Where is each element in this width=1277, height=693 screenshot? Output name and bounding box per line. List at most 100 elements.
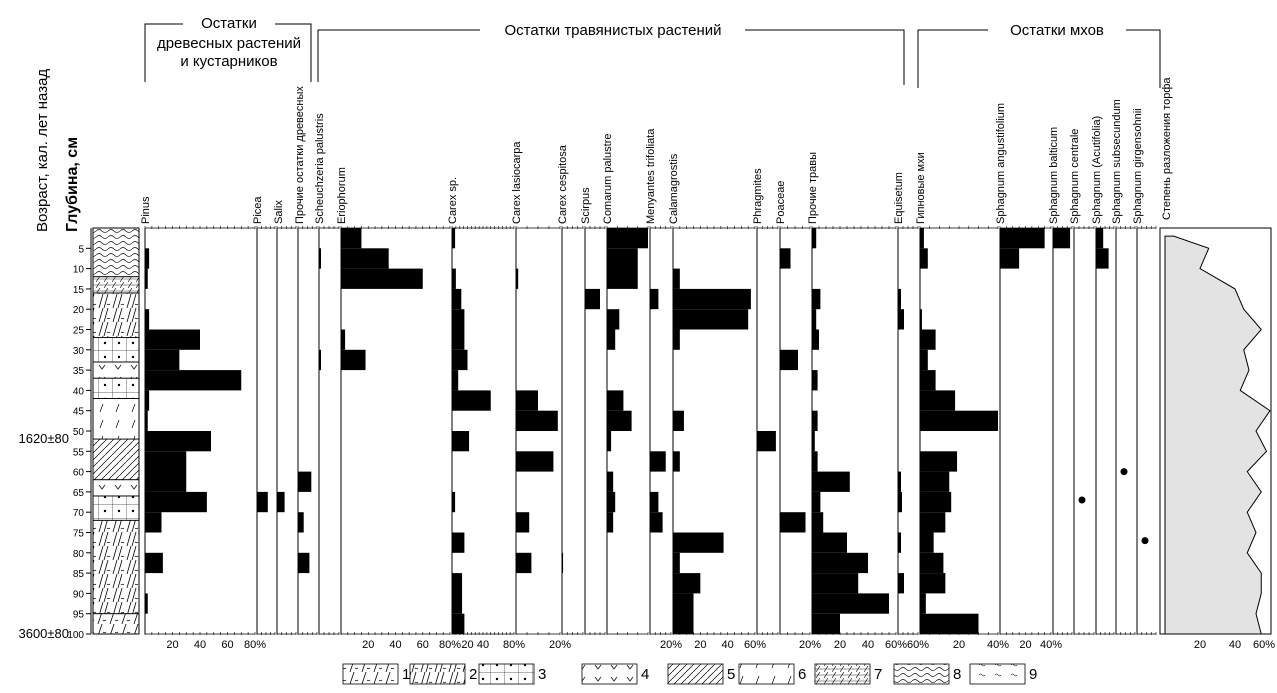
- panel-tick-label-max: 60%: [744, 639, 766, 651]
- series-label: Sphagnum (Acutifolia): [1091, 116, 1103, 224]
- bar: [1000, 228, 1045, 249]
- bar: [673, 288, 751, 310]
- panel-sphagnum-centrale: Sphagnum centrale: [1069, 129, 1095, 635]
- bar: [452, 288, 462, 310]
- lithology-layer: [92, 292, 140, 339]
- panel-tick-label: 20: [834, 639, 846, 651]
- panel-tick-label-max: 20%: [549, 639, 571, 651]
- bar: [452, 573, 463, 614]
- bar: [319, 349, 321, 371]
- depth-tick-label: 80: [73, 549, 85, 560]
- panel-tick-label-max: 20%: [799, 639, 821, 651]
- legend-label: 5: [727, 666, 735, 683]
- bar: [145, 349, 180, 371]
- panel-poaceae: 20% Poaceae: [775, 181, 821, 651]
- bar: [650, 491, 659, 513]
- bar: [673, 309, 749, 330]
- bar: [673, 552, 680, 574]
- bar: [673, 573, 701, 594]
- bar: [452, 268, 456, 289]
- bar: [516, 512, 530, 533]
- lithology-column: [92, 227, 140, 635]
- series-label: Carex sp.: [447, 177, 459, 224]
- bar: [812, 491, 821, 513]
- lithology-layer: [92, 377, 140, 399]
- series-label: Scheuchzeria palustris: [314, 113, 326, 224]
- depth-tick-label: 100: [67, 630, 84, 641]
- series-label: Eriophorum: [336, 167, 348, 224]
- panel-tick-label: 40: [477, 639, 489, 651]
- bar: [780, 512, 806, 533]
- bar: [898, 573, 904, 594]
- bar: [920, 613, 979, 634]
- legend-swatch: [409, 663, 466, 685]
- depth-tick-label: 85: [73, 569, 85, 580]
- bar: [607, 512, 614, 533]
- bar: [277, 491, 285, 513]
- panel-tick-label: 20: [362, 639, 374, 651]
- bar: [516, 451, 554, 472]
- bar: [920, 309, 922, 330]
- point: [1078, 496, 1086, 504]
- bar: [920, 491, 952, 513]
- panel-tick-label: 20: [694, 639, 706, 651]
- bar: [607, 228, 648, 249]
- bar: [452, 613, 465, 634]
- panel-calamagrostis: 20 40 60% Calamagrostis: [668, 153, 766, 651]
- bar: [812, 451, 818, 472]
- series-label: Comarum palustre: [602, 134, 614, 224]
- legend-swatch: [814, 663, 871, 685]
- panel-phragmites: Phragmites: [752, 168, 779, 635]
- panel-sphagnum-balticum: Sphagnum balticum: [1048, 127, 1073, 635]
- depth-axis: 5 10 15 20 25 30 35 40 45 50 55 60 65 70 75 80 85 90 95 100…: [18, 228, 92, 641]
- bar: [920, 573, 946, 594]
- bar: [812, 573, 859, 594]
- legend-swatch: [342, 663, 399, 685]
- taxon-panels: 20 40 60 80% Pinus Picea Salix Прочие остатки д…: [140, 86, 1157, 651]
- panel-eriophorum: 20 40 60 80% Eriophorum: [336, 167, 461, 651]
- bar: [562, 552, 564, 574]
- bar: [298, 552, 310, 574]
- series-label: Гипновые мхи: [915, 152, 927, 224]
- depth-tick-label: 55: [73, 447, 85, 458]
- panel-tick-label: 20: [953, 639, 965, 651]
- legend: 1 2 3 4 5 6 7 8 9: [342, 663, 1037, 685]
- bar: [812, 431, 815, 452]
- bar: [607, 329, 616, 350]
- panel-salix: Salix: [273, 200, 297, 635]
- bar: [341, 248, 389, 269]
- bar: [1096, 228, 1104, 249]
- bar: [812, 593, 889, 614]
- lithology-layer: [92, 398, 140, 440]
- series-label: Sphagnum girgensohnii: [1132, 108, 1144, 224]
- bar: [516, 268, 519, 289]
- bar: [920, 471, 950, 492]
- bar: [812, 288, 821, 310]
- decomp-tick-label: 40: [1229, 639, 1241, 651]
- age-label: 3600±80: [18, 626, 69, 641]
- bar: [607, 410, 632, 431]
- panel-tick-label: 40: [194, 639, 206, 651]
- lithology-layer: [92, 227, 140, 278]
- series-label: Carex lasiocarpa: [511, 141, 523, 224]
- bar: [452, 532, 465, 553]
- legend-label: 6: [798, 666, 806, 683]
- lithology-layer: [92, 361, 140, 379]
- age-label: 1620±80: [18, 431, 69, 446]
- bar: [145, 512, 162, 533]
- bar: [920, 329, 936, 350]
- panel-picea: Picea: [252, 196, 276, 635]
- decomp-tick-label: 20: [1194, 639, 1206, 651]
- bar: [145, 390, 150, 411]
- legend-swatch: [893, 663, 950, 685]
- panel-carex-sp-: 20 40 80% Carex sp.: [447, 177, 525, 651]
- bar: [812, 228, 817, 249]
- series-label: Menyantes trifoliata: [645, 128, 657, 224]
- series-label: Прочие остатки древесных: [294, 86, 306, 224]
- bar: [920, 410, 998, 431]
- panel-tick-label: 40: [722, 639, 734, 651]
- panel-прочие-остатки-древесных: Прочие остатки древесных: [294, 86, 318, 635]
- panel-tick-label: 20: [166, 639, 178, 651]
- panel-equisetum: 60% Equisetum: [893, 172, 929, 651]
